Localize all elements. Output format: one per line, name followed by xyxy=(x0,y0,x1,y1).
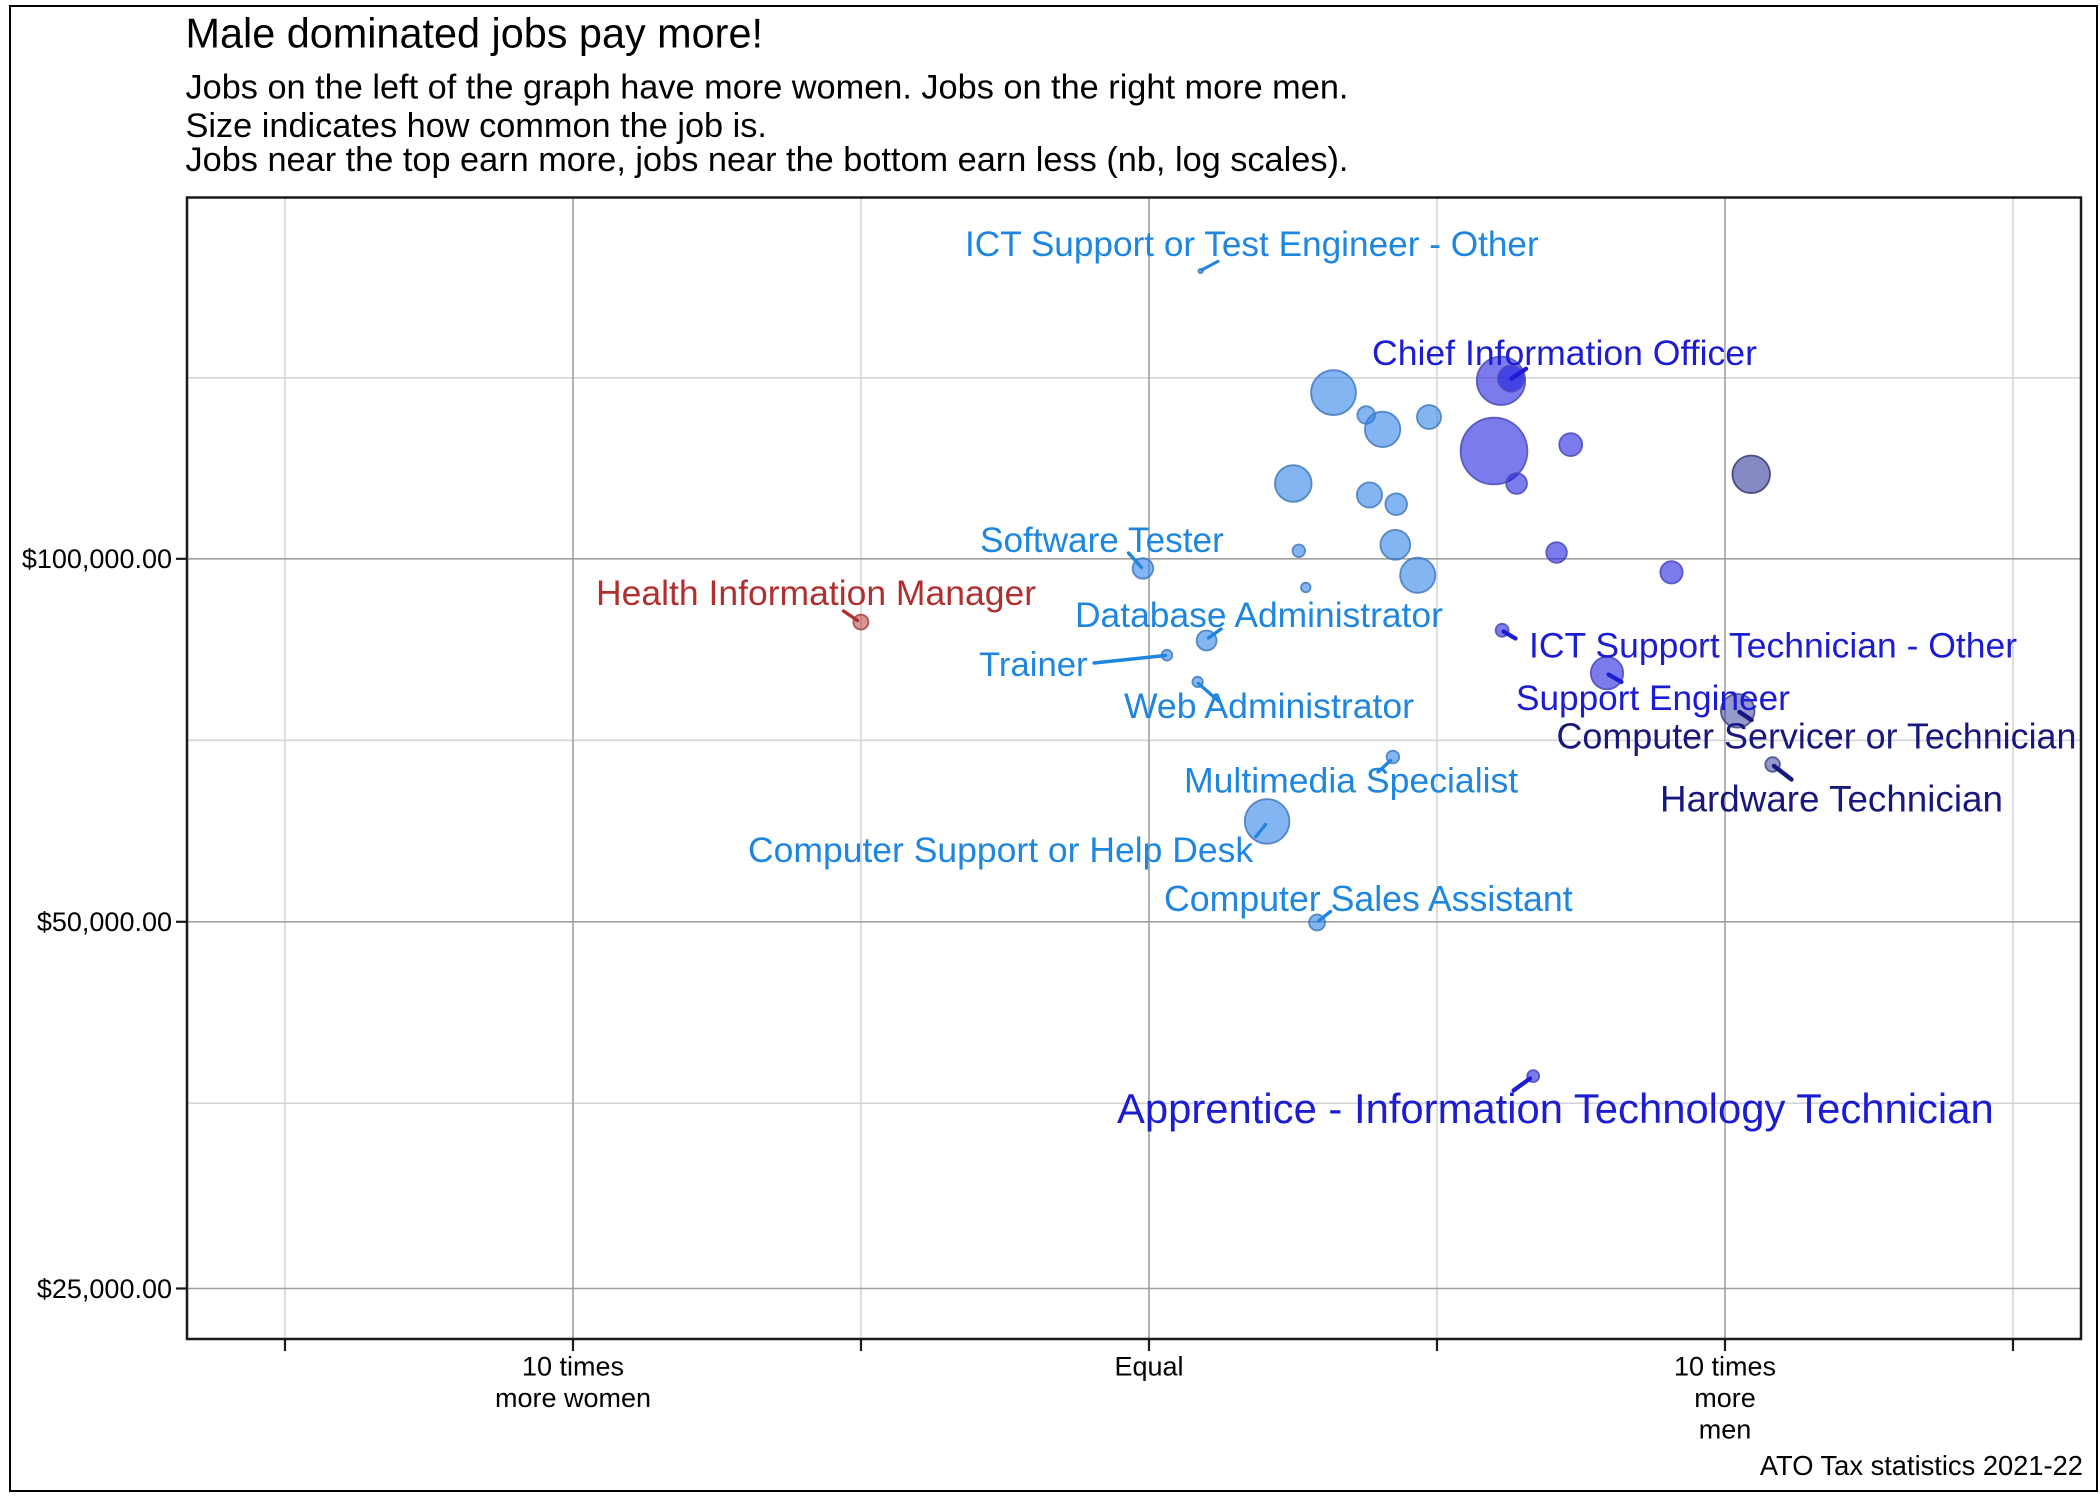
svg-text:men: men xyxy=(1699,1414,1752,1444)
svg-text:more women: more women xyxy=(495,1383,651,1413)
svg-text:Computer Support or Help Desk: Computer Support or Help Desk xyxy=(748,830,1253,870)
svg-text:Male dominated jobs pay more!: Male dominated jobs pay more! xyxy=(186,11,763,57)
svg-text:ICT Support or Test Engineer -: ICT Support or Test Engineer - Other xyxy=(965,225,1539,264)
svg-text:Computer Servicer or Technicia: Computer Servicer or Technician xyxy=(1557,717,2077,757)
svg-text:$50,000.00: $50,000.00 xyxy=(37,907,172,937)
svg-text:Software Tester: Software Tester xyxy=(980,521,1224,560)
svg-text:Jobs near the top earn more, j: Jobs near the top earn more, jobs near t… xyxy=(186,141,1349,179)
svg-text:Health Information Manager: Health Information Manager xyxy=(596,573,1036,613)
svg-text:ICT Support Technician - Other: ICT Support Technician - Other xyxy=(1529,626,2017,666)
svg-text:Support Engineer: Support Engineer xyxy=(1516,679,1790,718)
svg-text:Chief Information Officer: Chief Information Officer xyxy=(1372,333,1757,373)
svg-text:$25,000.00: $25,000.00 xyxy=(37,1274,172,1304)
svg-text:ATO Tax statistics 2021-22: ATO Tax statistics 2021-22 xyxy=(1760,1450,2083,1481)
svg-text:more: more xyxy=(1694,1383,1756,1413)
svg-text:10 times: 10 times xyxy=(1674,1351,1776,1381)
svg-text:Multimedia Specialist: Multimedia Specialist xyxy=(1184,761,1518,801)
svg-text:Apprentice - Information Techn: Apprentice - Information Technology Tech… xyxy=(1117,1085,1994,1132)
svg-text:Equal: Equal xyxy=(1114,1351,1183,1381)
svg-text:Web Administrator: Web Administrator xyxy=(1124,686,1414,726)
svg-text:10 times: 10 times xyxy=(522,1351,624,1381)
svg-text:Jobs on the left of the graph: Jobs on the left of the graph have more … xyxy=(186,69,1349,107)
svg-text:$100,000.00: $100,000.00 xyxy=(22,544,172,574)
svg-text:Size indicates how common the: Size indicates how common the job is. xyxy=(186,107,767,145)
svg-text:Trainer: Trainer xyxy=(979,646,1088,684)
svg-text:Database Administrator: Database Administrator xyxy=(1075,595,1443,635)
svg-text:Hardware Technician: Hardware Technician xyxy=(1660,779,2003,820)
svg-text:Computer Sales Assistant: Computer Sales Assistant xyxy=(1164,879,1573,919)
